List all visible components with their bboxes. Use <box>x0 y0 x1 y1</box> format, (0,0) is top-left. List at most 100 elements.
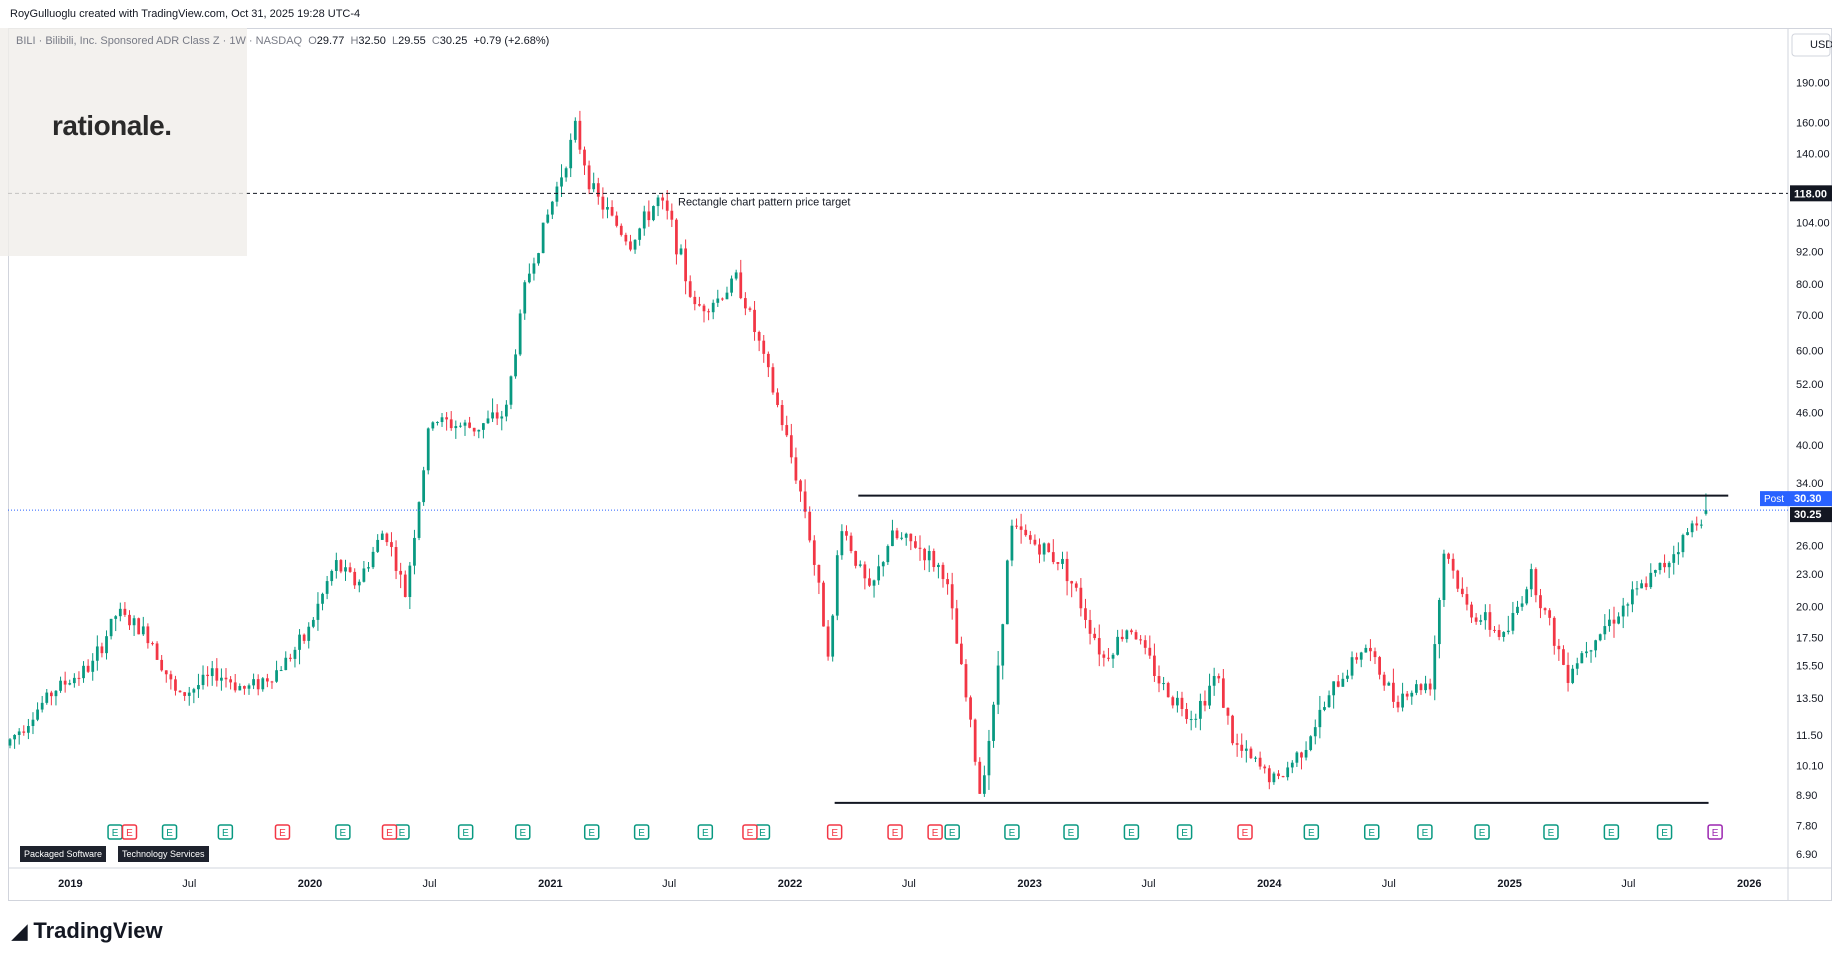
candle-body <box>1038 544 1041 555</box>
candle-body <box>1107 657 1110 659</box>
earnings-up-marker-label: E <box>222 828 229 839</box>
candle-body <box>973 719 977 762</box>
y-tick-label: 26.00 <box>1796 540 1824 552</box>
sector-tag-technology-services[interactable]: Technology Services <box>118 846 209 862</box>
candle-body <box>1024 529 1028 536</box>
candle-body <box>849 535 853 552</box>
candle-body <box>955 608 959 644</box>
candle-body <box>573 120 577 140</box>
candle-body <box>757 332 761 341</box>
candle-body <box>601 196 605 210</box>
watermark-logo: rationale. <box>52 110 172 141</box>
candle-body <box>716 298 720 303</box>
candle-body <box>449 419 453 429</box>
candle-body <box>891 530 894 547</box>
candle-body <box>1470 604 1473 618</box>
candle-body <box>82 665 85 679</box>
candle-body <box>923 548 926 561</box>
candle-body <box>1254 757 1257 759</box>
candle-body <box>803 491 807 512</box>
candle-body <box>964 664 968 698</box>
candle-body <box>1621 605 1625 617</box>
candle-body <box>1221 678 1225 708</box>
candle-body <box>1580 653 1584 664</box>
price-chart[interactable]: USD 190.00 160.00 140.00 104.00 92.00 80.00 70.… <box>8 28 1832 901</box>
change-value: +0.79 (+2.68%) <box>473 35 550 47</box>
earnings-up-marker-label: E <box>1128 828 1135 839</box>
tradingview-logo[interactable]: ◢ TradingView <box>12 918 163 944</box>
y-tick-label: 15.50 <box>1796 661 1824 673</box>
earnings-down-marker-label: E <box>279 828 286 839</box>
candle-body <box>835 555 839 616</box>
candle-body <box>413 537 416 566</box>
candle-body <box>1589 650 1593 652</box>
sector-tag-packaged-software[interactable]: Packaged Software <box>20 846 107 862</box>
candle-body <box>583 149 586 166</box>
candle-body <box>1695 523 1699 526</box>
candle-body <box>385 533 389 543</box>
earnings-up-marker <box>1363 824 1380 840</box>
candle-body <box>164 670 168 675</box>
candle-body <box>68 683 72 685</box>
candle-body <box>1290 762 1294 768</box>
y-tick-label: 6.90 <box>1796 849 1817 861</box>
candle-body <box>408 565 412 597</box>
candle-body <box>183 692 187 696</box>
candle-body <box>468 422 471 428</box>
candle-body <box>201 674 205 686</box>
x-tick-label: Jul <box>1382 878 1396 890</box>
candle-body <box>1341 678 1345 687</box>
candle-body <box>693 296 697 305</box>
candle-body <box>238 686 242 691</box>
candle-body <box>776 392 779 406</box>
candle-body <box>1166 683 1170 698</box>
candle-body <box>1313 727 1317 737</box>
current-price-label: 30.25 <box>1794 509 1822 521</box>
y-tick-label: 160.00 <box>1796 117 1830 129</box>
candle-body <box>730 278 733 293</box>
candle-body <box>978 761 982 794</box>
candle-body <box>1056 562 1060 564</box>
candle-body <box>1672 554 1676 563</box>
candle-body <box>1437 599 1441 645</box>
candle-body <box>1410 692 1414 697</box>
earnings-up-marker <box>1303 824 1320 840</box>
candle-body <box>105 636 108 654</box>
candle-body <box>141 626 145 635</box>
candle-body <box>895 530 899 539</box>
earnings-up-marker-label: E <box>519 828 526 839</box>
candle-body <box>1047 543 1051 553</box>
y-tick-label: 52.00 <box>1796 379 1824 391</box>
candle-body <box>311 619 315 627</box>
candle-body <box>192 689 196 693</box>
candle-body <box>1194 718 1198 720</box>
candle-body <box>523 282 527 314</box>
candle-body <box>334 560 338 571</box>
candle-body <box>357 581 361 586</box>
candle-body <box>1382 674 1386 686</box>
candle-body <box>1465 594 1469 605</box>
candle-body <box>137 618 141 635</box>
candle-body <box>394 547 398 571</box>
upcoming-earnings-marker-label: E <box>1712 828 1719 839</box>
candle-body <box>743 298 747 309</box>
open-label: O <box>308 35 317 47</box>
candle-body <box>1676 552 1680 555</box>
candle-body <box>160 659 164 671</box>
candle-body <box>8 739 12 746</box>
candle-body <box>1378 657 1381 675</box>
candle-body <box>178 690 182 693</box>
high-value: 32.50 <box>358 35 386 47</box>
candle-body <box>293 649 297 659</box>
candle-body <box>399 570 403 575</box>
candle-body <box>1162 683 1165 685</box>
earnings-up-marker <box>217 824 234 840</box>
candle-body <box>247 685 251 689</box>
candle-body <box>629 241 632 250</box>
candle-body <box>753 309 756 333</box>
x-tick-label: Jul <box>662 878 676 890</box>
candle-body <box>348 567 352 572</box>
candle-body <box>946 579 949 585</box>
y-tick-label: 23.00 <box>1796 569 1824 581</box>
candle-body <box>1198 700 1202 719</box>
